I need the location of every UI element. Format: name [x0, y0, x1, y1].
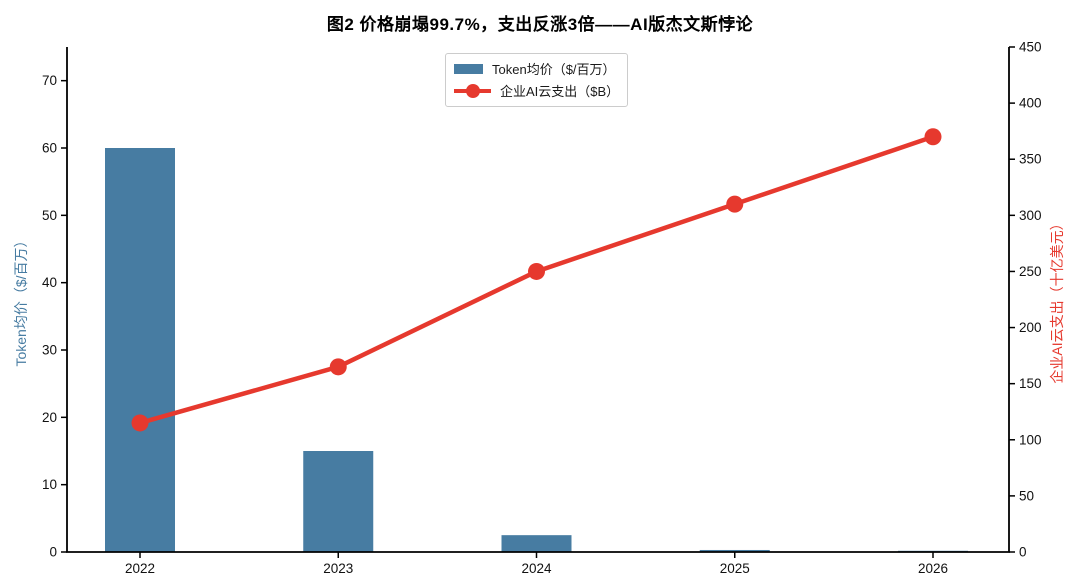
legend-label-cloud-spend: 企业AI云支出（$B）	[500, 84, 620, 99]
legend-item-token-price: Token均价（$/百万）	[454, 59, 617, 78]
right-axis-tick-label: 50	[1019, 488, 1034, 503]
x-axis-tick-label: 2023	[323, 561, 353, 576]
x-axis-tick-label: 2025	[720, 561, 750, 576]
legend-label-token-price: Token均价（$/百万）	[492, 62, 616, 77]
x-axis-tick-label: 2026	[918, 561, 948, 576]
right-axis-tick-label: 300	[1019, 208, 1042, 223]
right-axis-tick-label: 350	[1019, 152, 1042, 167]
line-marker-2026	[924, 128, 942, 146]
left-axis-tick-label: 40	[42, 275, 57, 290]
left-axis-tick-label: 0	[49, 545, 57, 560]
bar-swatch-icon	[454, 63, 483, 74]
x-axis-tick-label: 2024	[521, 561, 552, 576]
left-axis-tick-label: 50	[42, 208, 57, 223]
bar-2022	[105, 148, 175, 552]
line-marker-2024	[528, 262, 545, 280]
line-marker-swatch-icon	[454, 82, 491, 99]
right-axis-tick-label: 150	[1019, 376, 1042, 391]
x-axis-tick-label: 2022	[125, 561, 155, 576]
left-axis-tick-label: 30	[42, 343, 57, 358]
legend-item-cloud-spend: 企业AI云支出（$B）	[454, 81, 620, 100]
circle-marker-icon	[465, 83, 480, 98]
right-axis-tick-label: 400	[1019, 96, 1042, 111]
right-axis-tick-label: 0	[1019, 545, 1027, 560]
right-axis-tick-label: 450	[1019, 40, 1042, 55]
left-axis-tick-label: 10	[42, 477, 57, 492]
left-axis-tick-label: 70	[42, 73, 57, 88]
left-axis-tick-label: 60	[42, 141, 57, 156]
bar-2024	[501, 535, 572, 552]
chart-title: 图2 价格崩塌99.7%，支出反涨3倍——AI版杰文斯悖论	[326, 15, 754, 34]
right-axis-tick-label: 250	[1019, 264, 1042, 279]
left-y-axis-label: Token均价（$/百万）	[13, 233, 29, 367]
bar-2025	[699, 549, 770, 552]
legend: Token均价（$/百万） 企业AI云支出（$B）	[445, 53, 628, 107]
right-axis-tick-label: 200	[1019, 320, 1042, 335]
left-axis-tick-label: 20	[42, 410, 57, 425]
right-axis-tick-label: 100	[1019, 432, 1042, 447]
bar-2023	[303, 451, 374, 552]
line-marker-2022	[131, 414, 149, 432]
line-marker-2023	[329, 358, 347, 376]
right-y-axis-label: 企业AI云支出（十亿美元）	[1049, 216, 1065, 384]
line-marker-2025	[726, 195, 744, 213]
